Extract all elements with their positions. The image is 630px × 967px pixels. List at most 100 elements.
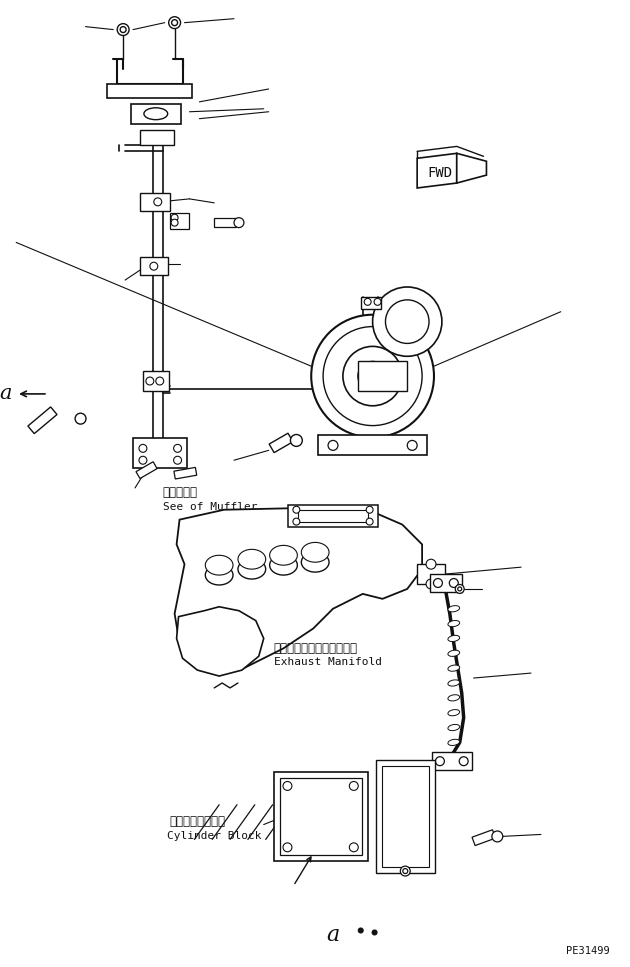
- Ellipse shape: [270, 555, 297, 575]
- Ellipse shape: [301, 542, 329, 562]
- Bar: [361, 297, 381, 308]
- Circle shape: [458, 587, 462, 591]
- Circle shape: [154, 198, 162, 206]
- Bar: [430, 574, 462, 592]
- Circle shape: [358, 362, 387, 391]
- Circle shape: [350, 843, 358, 852]
- Text: Cylinder Block: Cylinder Block: [167, 832, 261, 841]
- Polygon shape: [28, 407, 57, 433]
- Bar: [280, 778, 362, 855]
- Circle shape: [311, 314, 434, 437]
- Circle shape: [350, 781, 358, 790]
- Circle shape: [407, 440, 417, 451]
- Text: See of Muffler: See of Muffler: [163, 502, 257, 512]
- Text: a: a: [0, 385, 12, 403]
- Circle shape: [283, 843, 292, 852]
- Circle shape: [386, 300, 429, 343]
- Polygon shape: [176, 606, 264, 676]
- Ellipse shape: [205, 555, 233, 575]
- Bar: [273, 772, 368, 862]
- Ellipse shape: [144, 107, 168, 120]
- Bar: [432, 752, 472, 770]
- Circle shape: [139, 445, 147, 453]
- Bar: [140, 257, 168, 275]
- Bar: [133, 438, 188, 468]
- Circle shape: [426, 579, 436, 589]
- Ellipse shape: [205, 565, 233, 585]
- Circle shape: [492, 831, 503, 842]
- Circle shape: [169, 16, 181, 29]
- Circle shape: [171, 19, 178, 26]
- Circle shape: [290, 434, 302, 447]
- Ellipse shape: [238, 549, 266, 570]
- Ellipse shape: [301, 552, 329, 572]
- Bar: [143, 371, 169, 391]
- Circle shape: [435, 757, 444, 766]
- Circle shape: [426, 559, 436, 570]
- Text: シリンダブロック: シリンダブロック: [169, 815, 226, 828]
- Circle shape: [374, 299, 381, 306]
- Circle shape: [343, 346, 403, 406]
- Bar: [299, 510, 368, 521]
- Circle shape: [120, 27, 126, 33]
- Circle shape: [171, 220, 178, 226]
- Bar: [375, 760, 435, 873]
- Circle shape: [455, 584, 464, 594]
- Circle shape: [328, 440, 338, 451]
- Text: FWD: FWD: [427, 166, 452, 180]
- Ellipse shape: [270, 545, 297, 565]
- Circle shape: [400, 866, 410, 876]
- Circle shape: [323, 327, 422, 425]
- Bar: [140, 130, 174, 145]
- Circle shape: [433, 578, 442, 587]
- Bar: [131, 103, 181, 124]
- Circle shape: [171, 215, 178, 221]
- Circle shape: [364, 299, 371, 306]
- Text: マフラ参照: マフラ参照: [163, 486, 198, 499]
- Circle shape: [75, 413, 86, 425]
- Text: エキゾーストマニホールド: エキゾーストマニホールド: [273, 642, 358, 655]
- Bar: [382, 766, 429, 867]
- Polygon shape: [136, 462, 157, 479]
- Ellipse shape: [448, 635, 460, 641]
- Ellipse shape: [448, 724, 460, 731]
- Bar: [417, 564, 445, 584]
- Circle shape: [234, 218, 244, 227]
- Circle shape: [156, 377, 164, 385]
- Circle shape: [174, 445, 181, 453]
- Ellipse shape: [448, 665, 460, 671]
- Ellipse shape: [448, 680, 460, 686]
- Ellipse shape: [448, 650, 460, 657]
- Bar: [140, 193, 169, 211]
- Circle shape: [146, 377, 154, 385]
- Text: Exhaust Manifold: Exhaust Manifold: [273, 658, 382, 667]
- Ellipse shape: [448, 605, 460, 612]
- Circle shape: [358, 928, 364, 933]
- Circle shape: [139, 456, 147, 464]
- Circle shape: [283, 781, 292, 790]
- Polygon shape: [175, 508, 422, 673]
- Bar: [169, 213, 190, 228]
- Ellipse shape: [448, 740, 460, 746]
- Ellipse shape: [238, 559, 266, 579]
- Text: a: a: [326, 924, 340, 947]
- Bar: [358, 362, 407, 391]
- Circle shape: [366, 507, 373, 513]
- Bar: [318, 435, 427, 455]
- Polygon shape: [174, 467, 197, 479]
- Polygon shape: [472, 830, 496, 845]
- Bar: [289, 505, 377, 527]
- Circle shape: [459, 757, 468, 766]
- Circle shape: [293, 518, 300, 525]
- Ellipse shape: [448, 621, 460, 627]
- Circle shape: [449, 578, 458, 587]
- Polygon shape: [417, 154, 457, 188]
- Circle shape: [117, 23, 129, 36]
- Ellipse shape: [448, 710, 460, 716]
- Circle shape: [293, 507, 300, 513]
- Circle shape: [372, 287, 442, 356]
- Circle shape: [366, 518, 373, 525]
- Ellipse shape: [448, 694, 460, 701]
- Bar: [107, 84, 192, 98]
- Circle shape: [403, 868, 408, 873]
